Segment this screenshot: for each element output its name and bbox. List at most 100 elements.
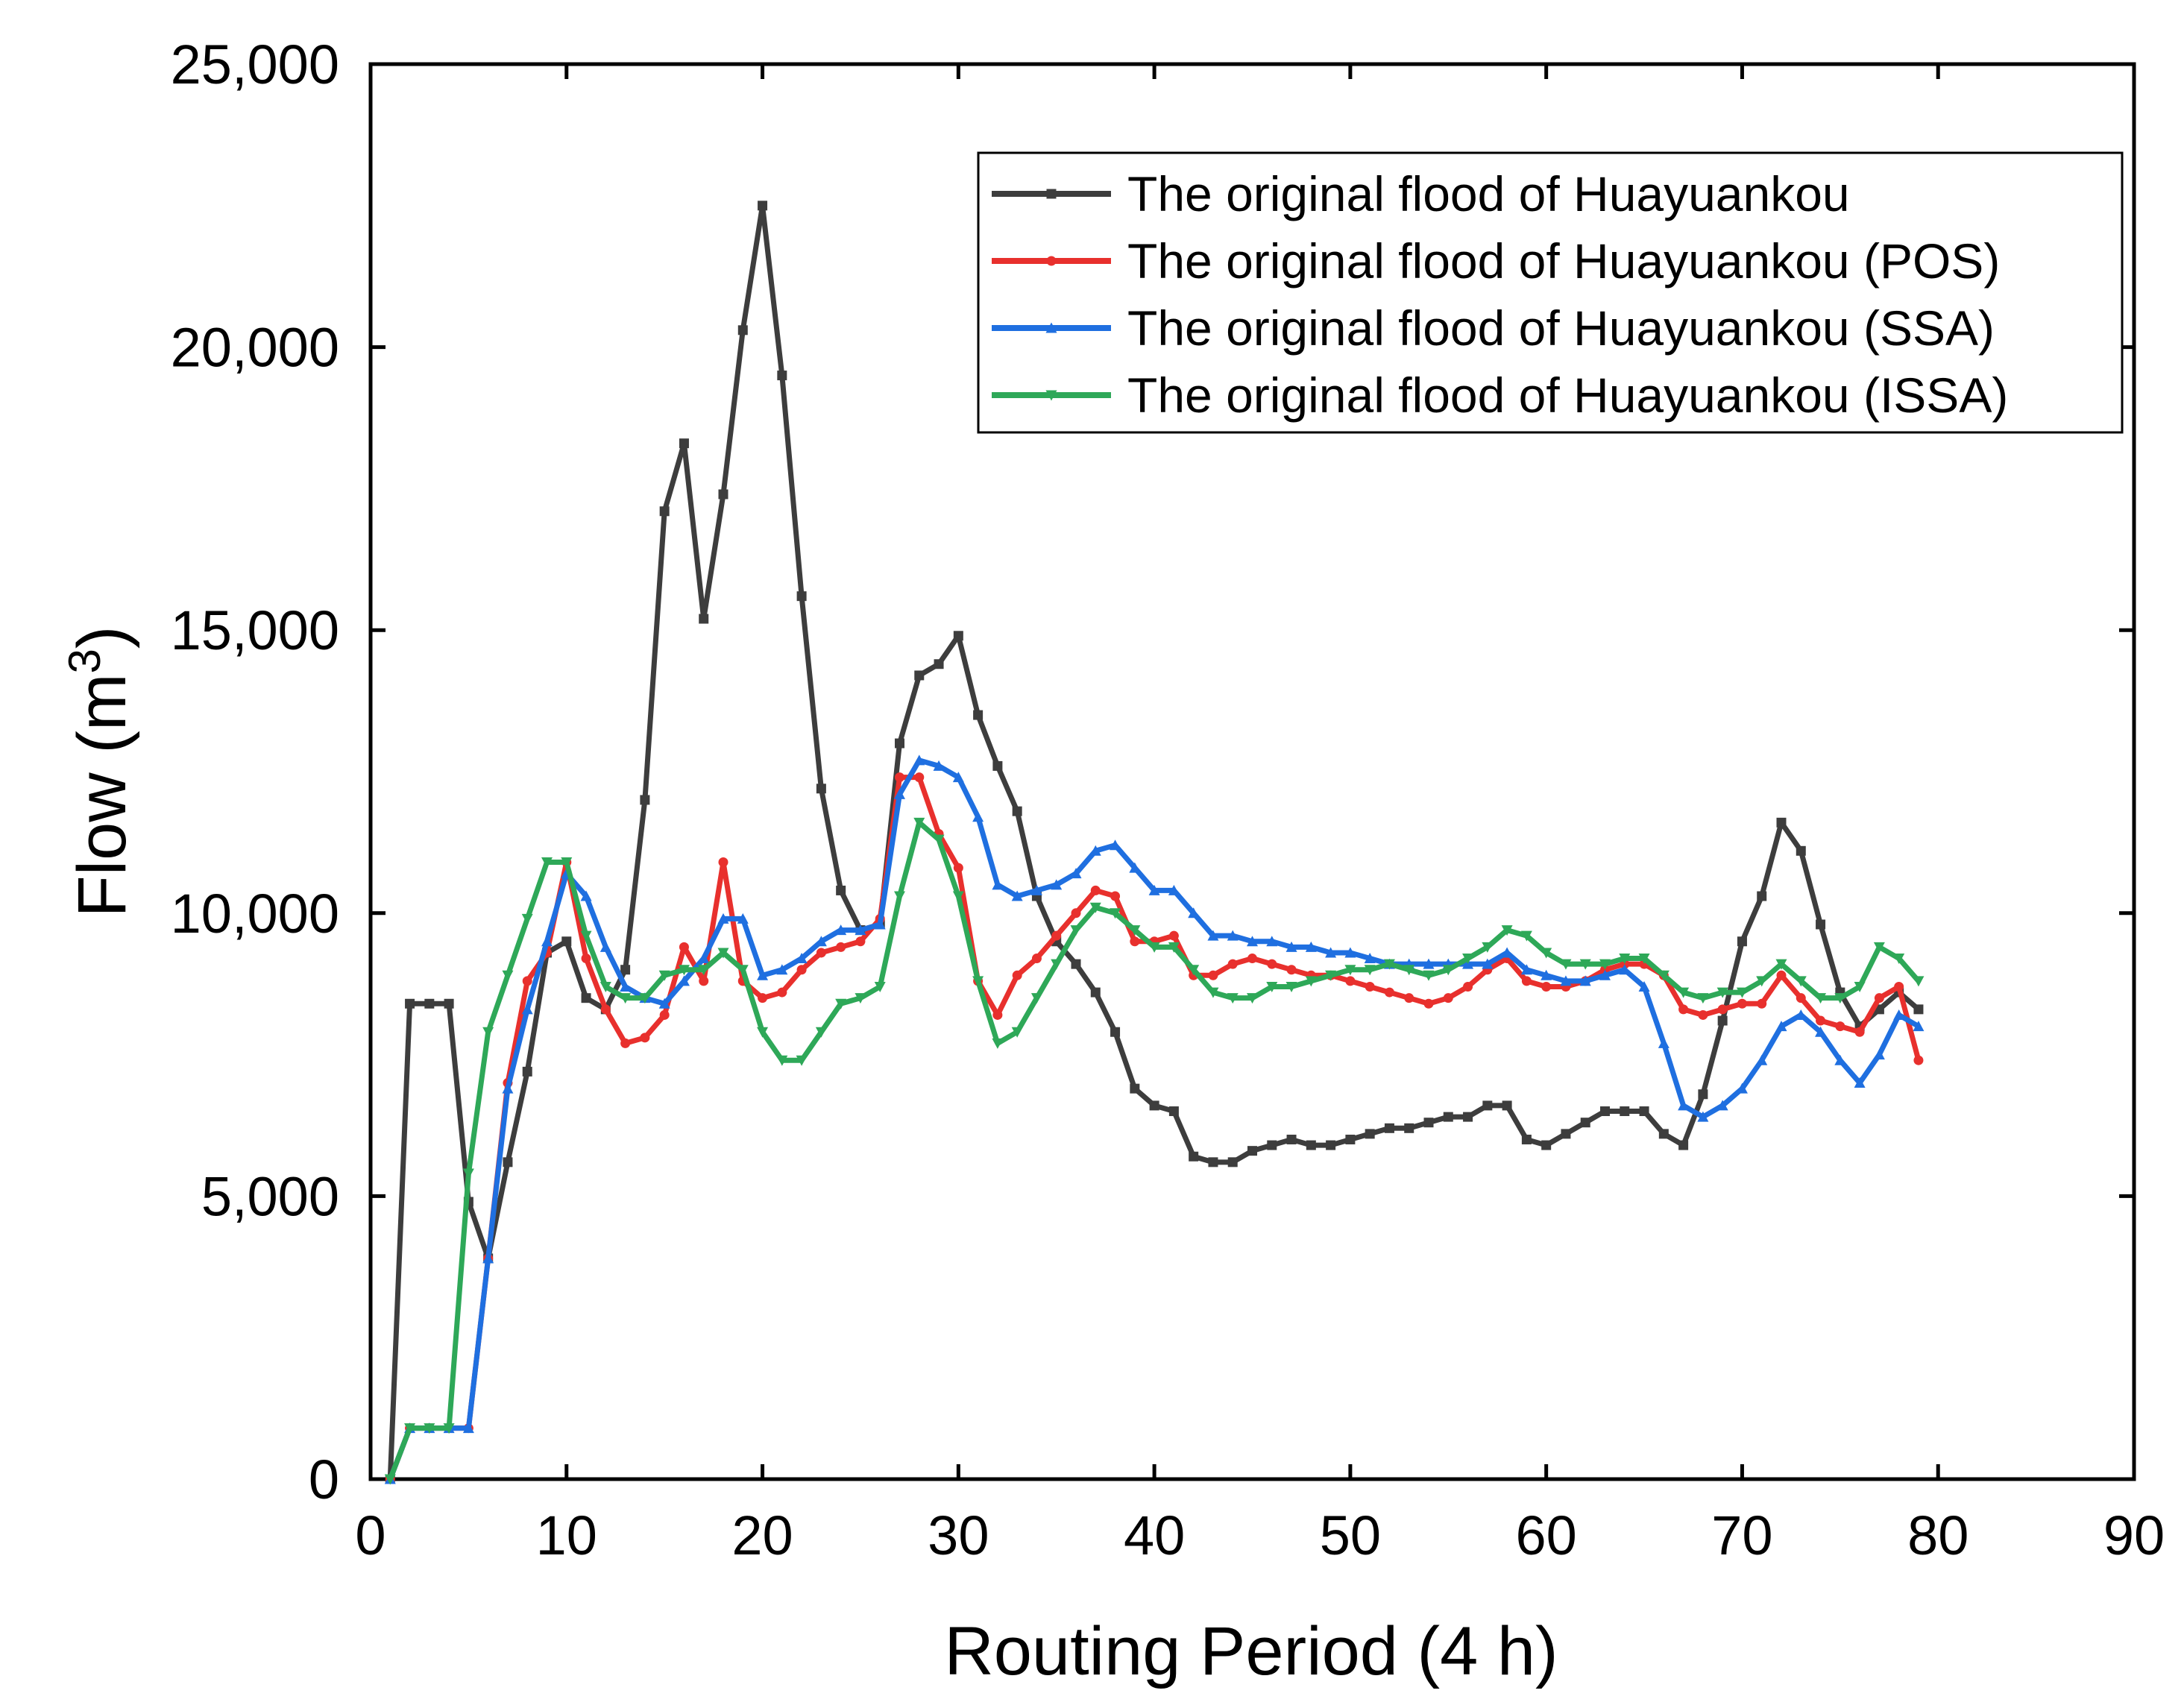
y-axis-title-main: Flow (m: [64, 673, 140, 917]
data-point: [1874, 993, 1884, 1003]
data-point: [1600, 1106, 1610, 1117]
x-tick-label: 30: [928, 1504, 989, 1566]
data-point: [1776, 970, 1787, 980]
data-point: [1737, 936, 1747, 947]
data-point: [1894, 981, 1904, 992]
legend-label: The original flood of Huayuankou: [1127, 166, 1850, 221]
data-point: [1678, 987, 1690, 998]
data-point: [1090, 987, 1101, 998]
data-point: [1189, 1151, 1199, 1162]
data-point: [992, 760, 1003, 771]
data-point: [541, 857, 553, 868]
data-point: [992, 1038, 1004, 1049]
data-point: [1678, 1140, 1689, 1150]
data-point: [1344, 965, 1356, 976]
x-axis-tick-labels: 0 10 20 30 40 50 60 70 80 90: [355, 1504, 2165, 1566]
data-point: [1090, 885, 1101, 895]
data-point: [1482, 942, 1494, 953]
x-tick-label: 20: [731, 1504, 793, 1566]
data-point: [561, 857, 573, 868]
data-point: [1286, 965, 1297, 975]
data-point: [1089, 902, 1101, 913]
data-point: [1384, 987, 1394, 998]
legend-item-1: The original flood of Huayuankou: [992, 166, 1850, 221]
data-point: [1384, 1123, 1394, 1133]
data-point: [1580, 1118, 1590, 1128]
data-point: [1404, 993, 1414, 1003]
data-point: [1345, 1134, 1356, 1144]
data-point: [895, 772, 904, 783]
data-point: [1404, 1123, 1414, 1133]
data-point: [620, 993, 632, 1004]
data-point: [600, 981, 611, 992]
data-point: [698, 965, 710, 976]
data-point: [776, 964, 788, 975]
data-point: [1658, 1037, 1670, 1048]
data-point: [1365, 981, 1375, 992]
data-point: [973, 710, 984, 720]
data-point: [561, 936, 572, 947]
y-axis-title-superscript: 3: [60, 649, 110, 673]
data-point: [424, 1423, 435, 1434]
data-point: [1326, 1140, 1336, 1150]
data-point: [1854, 1077, 1866, 1088]
data-point: [1541, 1140, 1552, 1150]
data-point: [1873, 942, 1885, 953]
data-point: [1815, 1026, 1827, 1037]
data-point: [776, 1055, 788, 1066]
data-point: [933, 834, 945, 845]
data-point: [1619, 964, 1631, 975]
data-point: [1913, 1055, 1924, 1065]
data-point: [1463, 981, 1473, 992]
data-point: [443, 1423, 455, 1434]
legend-item-2: The original flood of Huayuankou (POS): [992, 233, 2000, 289]
data-point: [1227, 1157, 1238, 1167]
data-point: [1325, 970, 1337, 981]
data-point: [1560, 975, 1572, 986]
x-tick-label: 70: [1711, 1504, 1772, 1566]
y-tick-label: 25,000: [171, 34, 339, 95]
data-point: [444, 998, 454, 1009]
data-point: [1443, 993, 1453, 1003]
data-point: [757, 969, 769, 980]
data-point: [1305, 941, 1317, 952]
data-point: [972, 976, 984, 987]
data-point: [679, 942, 689, 952]
data-point: [1070, 925, 1082, 936]
data-point: [1089, 845, 1101, 856]
data-point: [1168, 942, 1180, 953]
data-point: [1501, 947, 1513, 958]
data-point: [462, 1422, 474, 1434]
data-point: [502, 970, 514, 981]
data-point: [933, 760, 945, 771]
legend-label: The original flood of Huayuankou (ISSA): [1127, 368, 2008, 423]
data-point: [404, 1423, 416, 1434]
data-point: [640, 1033, 650, 1043]
data-point: [1168, 930, 1179, 941]
data-point: [1442, 965, 1454, 976]
data-point: [1619, 954, 1631, 965]
legend-box: [977, 151, 2124, 434]
data-point: [521, 913, 533, 924]
data-point: [1796, 993, 1806, 1003]
x-tick-label: 0: [355, 1504, 385, 1566]
data-point: [737, 913, 749, 924]
data-point: [1247, 993, 1258, 1004]
data-point: [1286, 1134, 1297, 1144]
data-point: [698, 953, 710, 964]
data-point: [914, 772, 925, 783]
data-point: [1227, 993, 1239, 1004]
data-point: [1736, 1083, 1748, 1094]
data-point: [1893, 954, 1905, 965]
x-tick-label: 80: [1907, 1504, 1969, 1566]
data-point: [1560, 959, 1572, 970]
data-point: [1443, 1112, 1453, 1122]
data-point: [1045, 322, 1057, 333]
data-point: [1148, 942, 1160, 953]
data-point: [522, 976, 532, 986]
data-point: [1756, 976, 1768, 987]
data-point: [855, 924, 866, 936]
data-point: [992, 1009, 1003, 1020]
data-point: [1051, 959, 1063, 970]
data-point: [1697, 993, 1709, 1004]
